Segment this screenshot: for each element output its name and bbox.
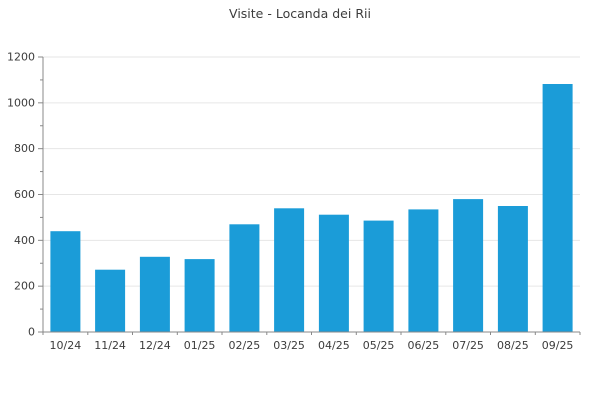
- bar-07/25: [453, 199, 484, 332]
- y-tick-label-800: 800: [14, 142, 35, 155]
- bar-03/25: [274, 208, 305, 333]
- bar-05/25: [363, 220, 394, 332]
- x-tick-label-05/25: 05/25: [363, 339, 395, 352]
- x-tick-label-04/25: 04/25: [318, 339, 350, 352]
- y-tick-label-1200: 1200: [7, 51, 35, 64]
- y-tick-label-600: 600: [14, 188, 35, 201]
- bar-12/24: [139, 256, 170, 332]
- x-tick-label-09/25: 09/25: [542, 339, 574, 352]
- x-tick-label-07/25: 07/25: [452, 339, 484, 352]
- x-tick-label-02/25: 02/25: [229, 339, 261, 352]
- x-tick-label-08/25: 08/25: [497, 339, 529, 352]
- bar-04/25: [318, 214, 349, 332]
- bar-10/24: [50, 231, 81, 332]
- bar-01/25: [184, 259, 215, 332]
- bar-02/25: [229, 224, 260, 332]
- x-tick-label-11/24: 11/24: [94, 339, 126, 352]
- bar-11/24: [95, 269, 126, 332]
- y-tick-label-400: 400: [14, 234, 35, 247]
- plot-area: 0 200 400 600 800 1000 1200 10/24 11/24 12/24 01/2…: [7, 51, 581, 352]
- y-tick-label-0: 0: [28, 326, 35, 339]
- x-tick-label-10/24: 10/24: [50, 339, 82, 352]
- y-tick-label-1000: 1000: [7, 96, 35, 109]
- bar-09/25: [542, 84, 573, 332]
- bar-06/25: [408, 209, 439, 332]
- x-tick-label-01/25: 01/25: [184, 339, 216, 352]
- y-tick-label-200: 200: [14, 280, 35, 293]
- x-tick-label-03/25: 03/25: [273, 339, 305, 352]
- chart-title: Visite - Locanda dei Rii: [229, 6, 371, 21]
- x-tick-label-12/24: 12/24: [139, 339, 171, 352]
- bar-08/25: [497, 206, 528, 332]
- x-tick-label-06/25: 06/25: [408, 339, 440, 352]
